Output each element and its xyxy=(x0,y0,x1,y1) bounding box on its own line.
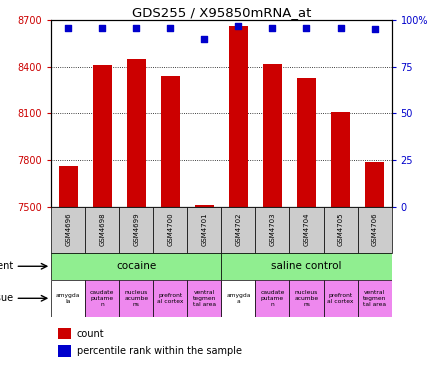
Point xyxy=(201,36,208,42)
Text: percentile rank within the sample: percentile rank within the sample xyxy=(77,346,242,356)
Text: caudate
putame
n: caudate putame n xyxy=(260,290,285,307)
Bar xyxy=(59,166,77,366)
Text: GSM4700: GSM4700 xyxy=(167,213,173,246)
Bar xyxy=(255,207,290,253)
Text: nucleus
acumbe
ns: nucleus acumbe ns xyxy=(295,290,319,307)
Bar xyxy=(127,59,146,366)
Text: GSM4702: GSM4702 xyxy=(235,213,241,246)
Bar xyxy=(324,207,358,253)
Bar xyxy=(255,280,290,317)
Text: amygda
a: amygda a xyxy=(226,293,251,304)
Text: GSM4704: GSM4704 xyxy=(303,213,309,246)
Point xyxy=(99,25,106,30)
Point xyxy=(133,25,140,30)
Point xyxy=(235,23,242,29)
Bar xyxy=(222,207,255,253)
Bar xyxy=(187,280,222,317)
Text: GSM4703: GSM4703 xyxy=(270,213,275,246)
Bar xyxy=(222,253,392,280)
Text: GSM4705: GSM4705 xyxy=(338,213,344,246)
Text: GSM4698: GSM4698 xyxy=(99,213,105,246)
Text: caudate
putame
n: caudate putame n xyxy=(90,290,114,307)
Text: nucleus
acumbe
ns: nucleus acumbe ns xyxy=(124,290,148,307)
Text: prefront
al cortex: prefront al cortex xyxy=(157,293,183,304)
Bar xyxy=(290,280,324,317)
Text: ventral
tegmen
tal area: ventral tegmen tal area xyxy=(363,290,386,307)
Bar xyxy=(324,280,358,317)
Text: agent: agent xyxy=(0,261,14,271)
Bar xyxy=(263,64,282,366)
Bar xyxy=(229,26,248,366)
Bar xyxy=(58,328,71,339)
Point xyxy=(269,25,276,30)
Text: prefront
al cortex: prefront al cortex xyxy=(328,293,354,304)
Text: GSM4706: GSM4706 xyxy=(372,213,377,246)
Text: GSM4696: GSM4696 xyxy=(65,213,71,246)
Point xyxy=(167,25,174,30)
Bar xyxy=(119,280,153,317)
Text: count: count xyxy=(77,329,104,339)
Text: tissue: tissue xyxy=(0,293,14,303)
Bar xyxy=(51,207,85,253)
Bar xyxy=(331,112,350,366)
Bar xyxy=(93,65,112,366)
Point xyxy=(65,25,72,30)
Bar xyxy=(153,280,187,317)
Bar xyxy=(358,207,392,253)
Bar xyxy=(119,207,153,253)
Bar xyxy=(195,205,214,366)
Text: ventral
tegmen
tal area: ventral tegmen tal area xyxy=(193,290,216,307)
Bar xyxy=(51,280,85,317)
Bar xyxy=(153,207,187,253)
Text: cocaine: cocaine xyxy=(116,261,156,271)
Title: GDS255 / X95850mRNA_at: GDS255 / X95850mRNA_at xyxy=(132,6,311,19)
Bar xyxy=(365,162,384,366)
Bar xyxy=(58,346,71,356)
Bar xyxy=(222,280,255,317)
Point xyxy=(337,25,344,30)
Text: GSM4701: GSM4701 xyxy=(202,213,207,246)
Bar xyxy=(297,78,316,366)
Text: GSM4699: GSM4699 xyxy=(134,213,139,246)
Bar xyxy=(85,280,119,317)
Bar xyxy=(290,207,324,253)
Bar xyxy=(161,76,180,366)
Point xyxy=(371,26,378,32)
Bar xyxy=(85,207,119,253)
Bar xyxy=(51,253,222,280)
Text: amygda
la: amygda la xyxy=(56,293,81,304)
Point xyxy=(303,25,310,30)
Text: saline control: saline control xyxy=(271,261,342,271)
Bar xyxy=(187,207,222,253)
Bar xyxy=(358,280,392,317)
